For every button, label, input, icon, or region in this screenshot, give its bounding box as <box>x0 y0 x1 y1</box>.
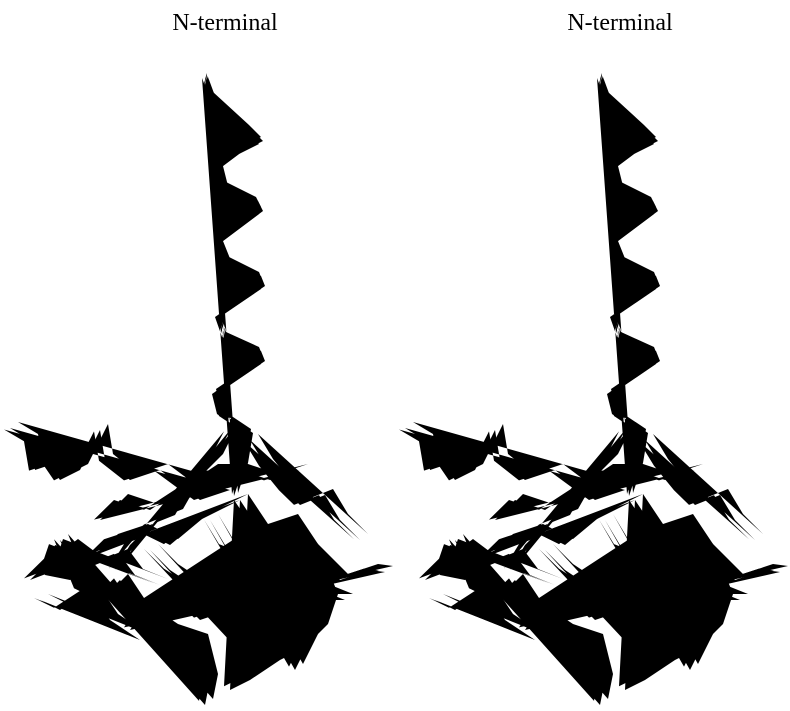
left-view: N-terminal <box>4 10 393 705</box>
page: {"panels": [{"label": "N-terminal"}, {"l… <box>0 0 790 711</box>
panel-label: N-terminal <box>567 10 673 36</box>
panel-label: N-terminal <box>172 10 278 36</box>
right-view: N-terminal <box>399 10 788 705</box>
structure-ensemble <box>4 73 393 705</box>
stereo-figure: N-terminal N-terminal <box>0 0 790 711</box>
structure-ensemble <box>399 73 788 705</box>
